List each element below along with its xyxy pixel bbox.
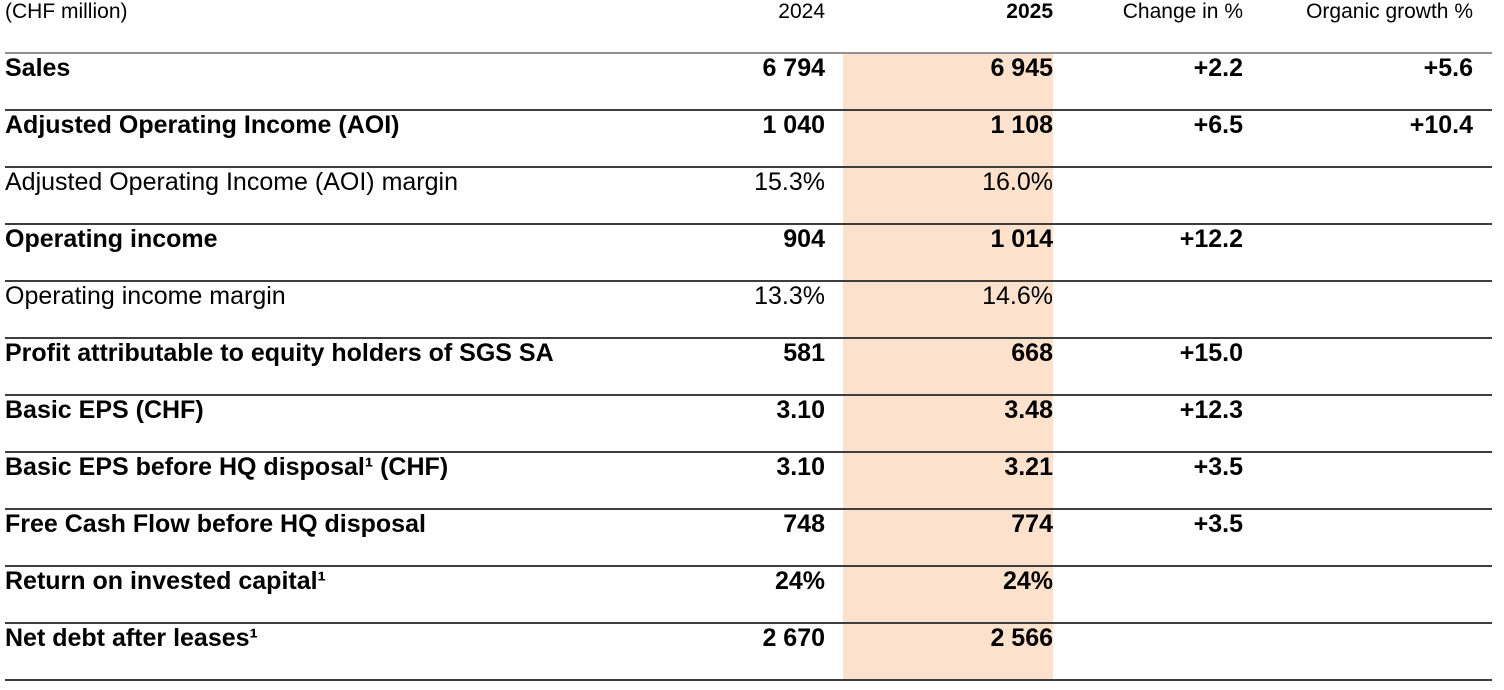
value-2024: 3.10 [705, 452, 825, 510]
header-row: (CHF million) 2024 2025 Change in % Orga… [5, 0, 1492, 54]
value-organic-growth [1243, 623, 1473, 681]
value-2024: 6 794 [705, 53, 825, 111]
row-label: Return on invested capital¹ [5, 566, 705, 624]
column-header-2024: 2024 [705, 0, 825, 54]
value-2024: 15.3% [705, 167, 825, 225]
row-label: Sales [5, 53, 705, 111]
value-organic-growth: +10.4 [1243, 110, 1473, 168]
value-2024: 581 [705, 338, 825, 396]
financial-summary-table: (CHF million) 2024 2025 Change in % Orga… [5, 0, 1492, 681]
value-organic-growth: +5.6 [1243, 53, 1473, 111]
value-change: +3.5 [1053, 509, 1243, 567]
table-row-adjusted-operating-income: Adjusted Operating Income (AOI) 1 040 1 … [5, 110, 1492, 168]
row-label: Basic EPS before HQ disposal¹ (CHF) [5, 452, 705, 510]
value-change [1053, 623, 1243, 681]
row-label: Profit attributable to equity holders of… [5, 338, 705, 396]
value-2025: 16.0% [843, 167, 1053, 225]
table-row-free-cash-flow: Free Cash Flow before HQ disposal 748 77… [5, 509, 1492, 567]
row-label: Operating income [5, 224, 705, 282]
value-change [1053, 167, 1243, 225]
table-row-aoi-margin: Adjusted Operating Income (AOI) margin 1… [5, 167, 1492, 225]
value-2025: 24% [843, 566, 1053, 624]
value-2024: 13.3% [705, 281, 825, 339]
table-row-profit-attributable: Profit attributable to equity holders of… [5, 338, 1492, 396]
value-2025: 6 945 [843, 53, 1053, 111]
value-change: +15.0 [1053, 338, 1243, 396]
column-header-2025: 2025 [843, 0, 1053, 54]
table-row-net-debt-after-leases: Net debt after leases¹ 2 670 2 566 [5, 623, 1492, 681]
column-gap [825, 0, 843, 54]
value-2025: 3.21 [843, 452, 1053, 510]
value-2025: 1 108 [843, 110, 1053, 168]
value-2025: 1 014 [843, 224, 1053, 282]
value-2025: 774 [843, 509, 1053, 567]
table-header: (CHF million) 2024 2025 Change in % Orga… [5, 0, 1492, 54]
row-label: Net debt after leases¹ [5, 623, 705, 681]
column-header-organic-growth: Organic growth % [1243, 0, 1473, 54]
value-change [1053, 281, 1243, 339]
value-organic-growth [1243, 509, 1473, 567]
unit-label: (CHF million) [5, 0, 705, 54]
value-organic-growth [1243, 281, 1473, 339]
value-2025: 14.6% [843, 281, 1053, 339]
table-body: Sales 6 794 6 945 +2.2 +5.6 Adjusted Ope… [5, 53, 1492, 681]
table-row-basic-eps-before-hq-disposal: Basic EPS before HQ disposal¹ (CHF) 3.10… [5, 452, 1492, 510]
value-change [1053, 566, 1243, 624]
value-organic-growth [1243, 224, 1473, 282]
column-tail [1473, 0, 1492, 54]
row-label: Adjusted Operating Income (AOI) margin [5, 167, 705, 225]
value-2024: 904 [705, 224, 825, 282]
row-label: Basic EPS (CHF) [5, 395, 705, 453]
value-2024: 24% [705, 566, 825, 624]
table-row-basic-eps: Basic EPS (CHF) 3.10 3.48 +12.3 [5, 395, 1492, 453]
value-change: +3.5 [1053, 452, 1243, 510]
row-label: Operating income margin [5, 281, 705, 339]
table-row-sales: Sales 6 794 6 945 +2.2 +5.6 [5, 53, 1492, 111]
column-header-change: Change in % [1053, 0, 1243, 54]
value-change: +12.3 [1053, 395, 1243, 453]
row-label: Free Cash Flow before HQ disposal [5, 509, 705, 567]
value-2025: 3.48 [843, 395, 1053, 453]
row-label: Adjusted Operating Income (AOI) [5, 110, 705, 168]
value-organic-growth [1243, 395, 1473, 453]
table-row-operating-income: Operating income 904 1 014 +12.2 [5, 224, 1492, 282]
value-2024: 748 [705, 509, 825, 567]
value-organic-growth [1243, 566, 1473, 624]
value-organic-growth [1243, 452, 1473, 510]
value-change: +12.2 [1053, 224, 1243, 282]
table-row-return-on-invested-capital: Return on invested capital¹ 24% 24% [5, 566, 1492, 624]
value-2024: 2 670 [705, 623, 825, 681]
value-organic-growth [1243, 167, 1473, 225]
value-organic-growth [1243, 338, 1473, 396]
value-change: +6.5 [1053, 110, 1243, 168]
value-2025: 2 566 [843, 623, 1053, 681]
value-change: +2.2 [1053, 53, 1243, 111]
table-row-operating-income-margin: Operating income margin 13.3% 14.6% [5, 281, 1492, 339]
value-2024: 3.10 [705, 395, 825, 453]
value-2025: 668 [843, 338, 1053, 396]
value-2024: 1 040 [705, 110, 825, 168]
